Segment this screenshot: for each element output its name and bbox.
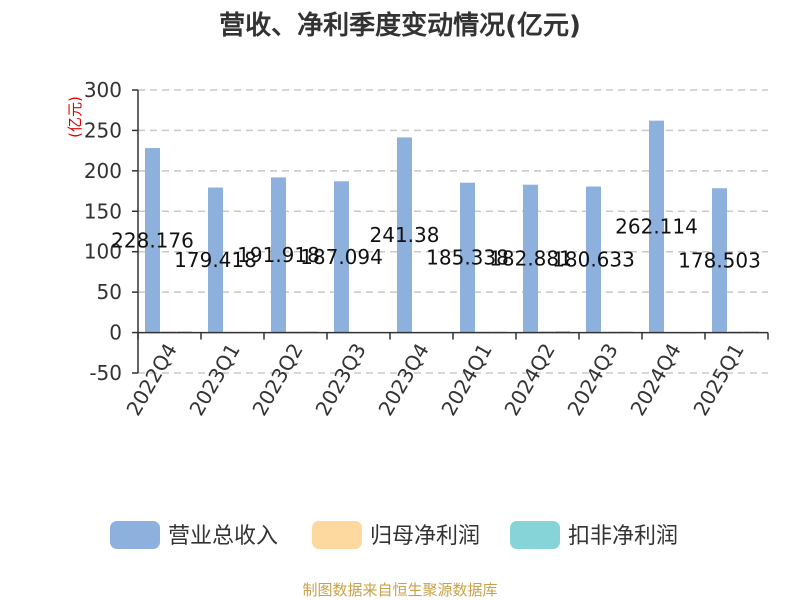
- bar-revenue: [460, 182, 475, 333]
- legend-label: 营业总收入: [168, 524, 278, 549]
- legend-label: 扣非净利润: [568, 524, 678, 549]
- legend: 营业总收入 归母净利润 扣非净利润: [110, 521, 678, 549]
- x-tick-label: 2022Q4: [121, 339, 181, 420]
- bar-revenue: [208, 187, 223, 333]
- bar-revenue: [334, 181, 349, 333]
- data-label: 241.38: [370, 223, 440, 247]
- data-labels: 228.176179.418191.918187.094241.38185.33…: [111, 215, 761, 273]
- y-tick-label: 100: [84, 240, 122, 264]
- y-tick-label: 200: [84, 159, 122, 183]
- y-tick-label: 300: [84, 78, 122, 102]
- bar-revenue: [712, 188, 727, 333]
- axes: [132, 89, 769, 374]
- data-label: 191.918: [237, 243, 320, 267]
- data-label: 178.503: [678, 248, 761, 272]
- gridlines: [138, 89, 768, 374]
- x-tick-label: 2023Q3: [310, 339, 370, 420]
- x-tick-label: 2025Q1: [688, 339, 748, 420]
- source-note: 制图数据来自恒生聚源数据库: [302, 581, 497, 599]
- y-tick-label: 150: [84, 199, 122, 223]
- data-label: 187.094: [300, 245, 383, 269]
- y-axis-unit: (亿元): [66, 96, 84, 138]
- x-tick-label: 2023Q1: [184, 339, 244, 420]
- x-tick-labels: 2022Q4 2023Q1 2023Q2 2023Q3 2023Q4 2024Q1 2024…: [121, 339, 748, 420]
- x-tick-label: 2024Q4: [625, 339, 685, 420]
- bar-revenue: [523, 184, 538, 333]
- x-tick-label: 2024Q1: [436, 339, 496, 420]
- bar-revenue: [649, 120, 664, 333]
- data-label: 228.176: [111, 228, 194, 252]
- data-label: 182.881: [489, 247, 572, 271]
- y-tick-label: 0: [109, 321, 122, 345]
- x-tick-label: 2024Q2: [499, 339, 559, 420]
- legend-label: 归母净利润: [370, 524, 480, 549]
- legend-swatch: [312, 521, 362, 549]
- y-tick-label: 50: [97, 280, 122, 304]
- x-tick-label: 2024Q3: [562, 339, 622, 420]
- x-tick-label: 2023Q4: [373, 339, 433, 420]
- data-label: 185.338: [426, 246, 509, 270]
- bar-parent-net-profit: [539, 330, 554, 333]
- data-label: 262.114: [615, 215, 698, 239]
- y-tick-label: -50: [89, 361, 122, 385]
- data-label: 180.633: [552, 248, 635, 272]
- x-tick-label: 2023Q2: [247, 339, 307, 420]
- y-tick-labels: 300 250 200 150 100 50 0 -50: [84, 78, 122, 385]
- bar-revenue: [397, 137, 412, 333]
- data-label: 179.418: [174, 248, 257, 272]
- bar-revenue: [145, 148, 160, 333]
- bar-revenue: [271, 177, 286, 333]
- y-tick-label: 250: [84, 118, 122, 142]
- chart-title: 营收、净利季度变动情况(亿元): [219, 10, 581, 41]
- legend-swatch: [110, 521, 160, 549]
- bar-revenue: [586, 186, 601, 333]
- legend-swatch: [510, 521, 560, 549]
